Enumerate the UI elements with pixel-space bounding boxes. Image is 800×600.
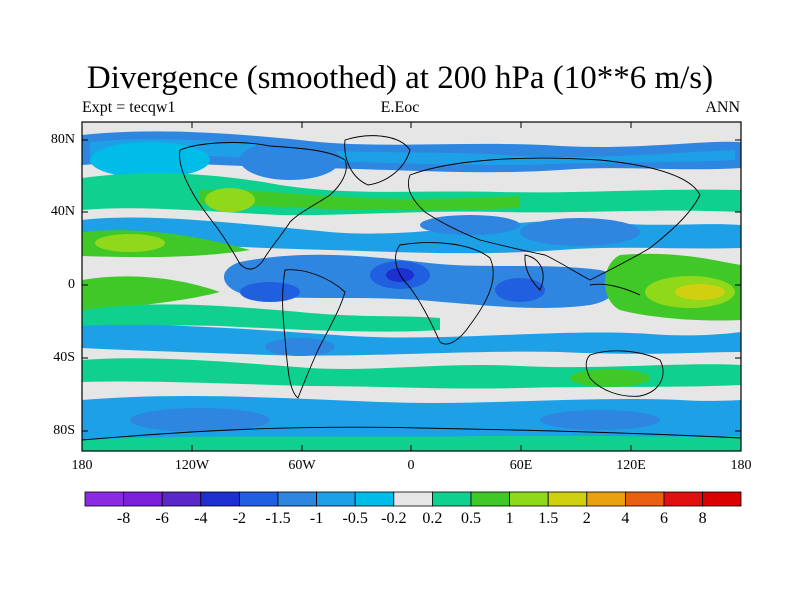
colorbar-box xyxy=(277,491,317,507)
colorbar-box xyxy=(354,491,395,507)
colorbar xyxy=(84,491,742,507)
colorbar-box xyxy=(625,491,665,507)
lon-tick-label: 60E xyxy=(509,458,533,473)
colorbar-label: -1 xyxy=(309,510,324,527)
lon-tick-label: 180 xyxy=(730,458,752,473)
colorbar-label: 2 xyxy=(582,510,591,527)
colorbar-box xyxy=(238,491,279,507)
lat-tick-label: 0 xyxy=(68,277,75,292)
colorbar-box xyxy=(200,491,240,507)
colorbar-label: -1.5 xyxy=(265,510,291,527)
lon-tick-label: 60W xyxy=(288,458,316,473)
colorbar-box xyxy=(431,491,472,507)
colorbar-label: 8 xyxy=(698,510,707,527)
lon-tick-label: 120E xyxy=(616,458,646,473)
lat-tick-label: 40S xyxy=(53,350,75,365)
colorbar-box xyxy=(470,491,510,507)
colorbar-label: 1 xyxy=(505,510,514,527)
colorbar-label: -8 xyxy=(116,510,131,527)
lon-tick-label: 180 xyxy=(71,458,93,473)
colorbar-label: 0.2 xyxy=(422,510,443,527)
lon-tick-label: 120W xyxy=(174,458,210,473)
season-label: ANN xyxy=(705,99,740,116)
colorbar-label: 6 xyxy=(660,510,668,527)
colorbar-label: 1.5 xyxy=(538,510,559,527)
coastlines xyxy=(82,135,741,441)
map-title: Divergence (smoothed) at 200 hPa (10**6 … xyxy=(86,60,714,96)
colorbar-label: 4 xyxy=(621,510,630,527)
colorbar-label: 0.5 xyxy=(461,510,481,527)
colorbar-box xyxy=(702,491,742,507)
divergence-field xyxy=(82,122,741,451)
colorbar-label: -0.5 xyxy=(342,510,368,527)
colorbar-box xyxy=(161,491,202,507)
colorbar-label: -0.2 xyxy=(381,510,407,527)
colorbar-box xyxy=(393,491,433,507)
lat-tick-label: 80S xyxy=(53,423,75,438)
case-label: E.Eoc xyxy=(380,99,420,116)
colorbar-box xyxy=(663,491,703,507)
colorbar-box xyxy=(547,491,588,507)
colorbar-label: -4 xyxy=(194,510,208,527)
lat-tick-label: 80N xyxy=(50,132,75,147)
colorbar-label: -2 xyxy=(232,510,247,527)
colorbar-box xyxy=(316,491,356,507)
colorbar-box xyxy=(586,491,626,507)
colorbar-box xyxy=(123,491,163,507)
colorbar-box xyxy=(509,491,549,507)
lat-tick-label: 40N xyxy=(50,204,75,219)
colorbar-box xyxy=(84,491,124,507)
lon-tick-label: 0 xyxy=(407,458,415,473)
colorbar-label: -6 xyxy=(155,510,169,527)
experiment-label: Expt = tecqw1 xyxy=(82,99,176,116)
